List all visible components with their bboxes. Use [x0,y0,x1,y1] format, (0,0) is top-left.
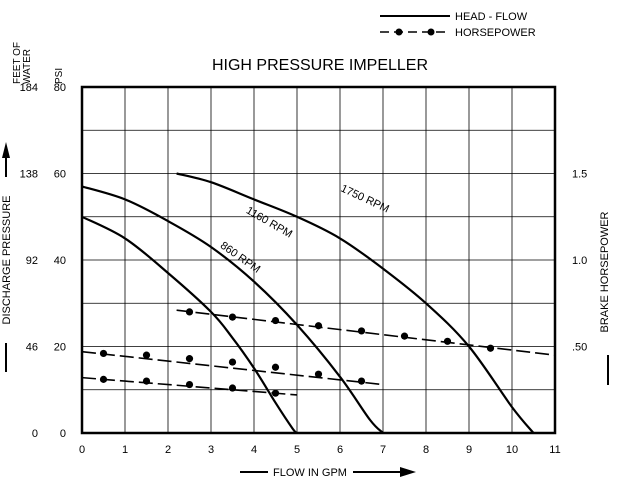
legend-horsepower-label: HORSEPOWER [455,27,536,39]
head-flow-curve [81,215,298,434]
y-tick-label-feet: 138 [20,169,38,181]
brake-horsepower-axis-label: BRAKE HORSEPOWER [599,211,611,332]
psi-unit-label: PSI [54,68,65,84]
legend-horsepower-dot [427,28,435,36]
plot-frame [80,85,557,435]
y-tick-label-feet: 184 [20,82,38,94]
x-tick-label: 7 [380,444,386,456]
horsepower-point [142,377,151,385]
feet-of-water-unit-line-2: WATER [22,49,33,84]
horsepower-point [271,316,280,325]
y-tick-label-hp: 1.5 [572,169,587,181]
x-tick-label: 4 [251,444,257,456]
x-tick-label: 9 [466,444,472,456]
y-tick-label-hp: .50 [572,342,587,354]
curve-rpm-label: 1160 RPM [244,205,294,241]
grid [82,87,555,433]
y-tick-label-psi: 80 [54,82,66,94]
x-tick-label: 8 [423,444,429,456]
left-axis-arrow-head [2,142,10,158]
horsepower-point [271,389,280,397]
horsepower-point [314,370,323,378]
y-tick-label-hp: 1.0 [572,255,587,267]
horsepower-point [228,384,237,392]
horsepower-point [185,308,194,316]
x-tick-label: 1 [122,444,128,456]
horsepower-point [314,322,323,330]
y-tick-label-psi: 0 [60,428,66,440]
y-tick-label-feet: 46 [26,342,38,354]
x-tick-label: 5 [294,444,300,456]
x-tick-label: 6 [337,444,343,456]
horsepower-point [99,375,108,383]
horsepower-point [99,349,108,358]
legend-head-flow-label: HEAD - FLOW [455,11,528,23]
feet-of-water-unit-line-1: FEET OF [12,42,23,84]
x-tick-label: 0 [79,444,85,456]
y-tick-label-feet: 0 [32,428,38,440]
y-tick-label-feet: 92 [26,255,38,267]
discharge-pressure-axis-label: DISCHARGE PRESSURE [1,196,13,325]
head-flow-curve [176,172,535,434]
horsepower-point [142,351,151,359]
horsepower-point [228,313,237,321]
horsepower-point [443,337,452,345]
axes: 0 1 2 3 4 5 6 7 8 9 10 11 0 20 40 60 80 0 46 92 138 184 .50 1.0… [20,82,588,456]
legend-horsepower-dot [395,28,403,36]
x-tick-label: 11 [549,444,560,456]
legend: HEAD - FLOW HORSEPOWER [380,11,536,39]
x-axis-arrow-head [400,467,416,477]
series-layer [81,172,556,434]
x-tick-label: 10 [506,444,518,456]
head-flow-curve [81,185,384,434]
horsepower-line [81,350,384,386]
x-axis-label: FLOW IN GPM [273,467,347,479]
horsepower-point [357,377,366,385]
y-tick-label-psi: 20 [54,342,66,354]
horsepower-point [185,355,194,363]
horsepower-point [400,332,409,340]
horsepower-point [486,344,495,352]
horsepower-point [271,363,280,371]
horsepower-point [185,380,194,389]
horsepower-point [228,358,237,366]
chart-title: HIGH PRESSURE IMPELLER [212,57,428,74]
x-tick-label: 2 [165,444,171,456]
x-tick-label: 3 [208,444,214,456]
horsepower-point [357,327,366,335]
y-tick-label-psi: 40 [54,255,66,267]
y-tick-label-psi: 60 [54,169,66,181]
